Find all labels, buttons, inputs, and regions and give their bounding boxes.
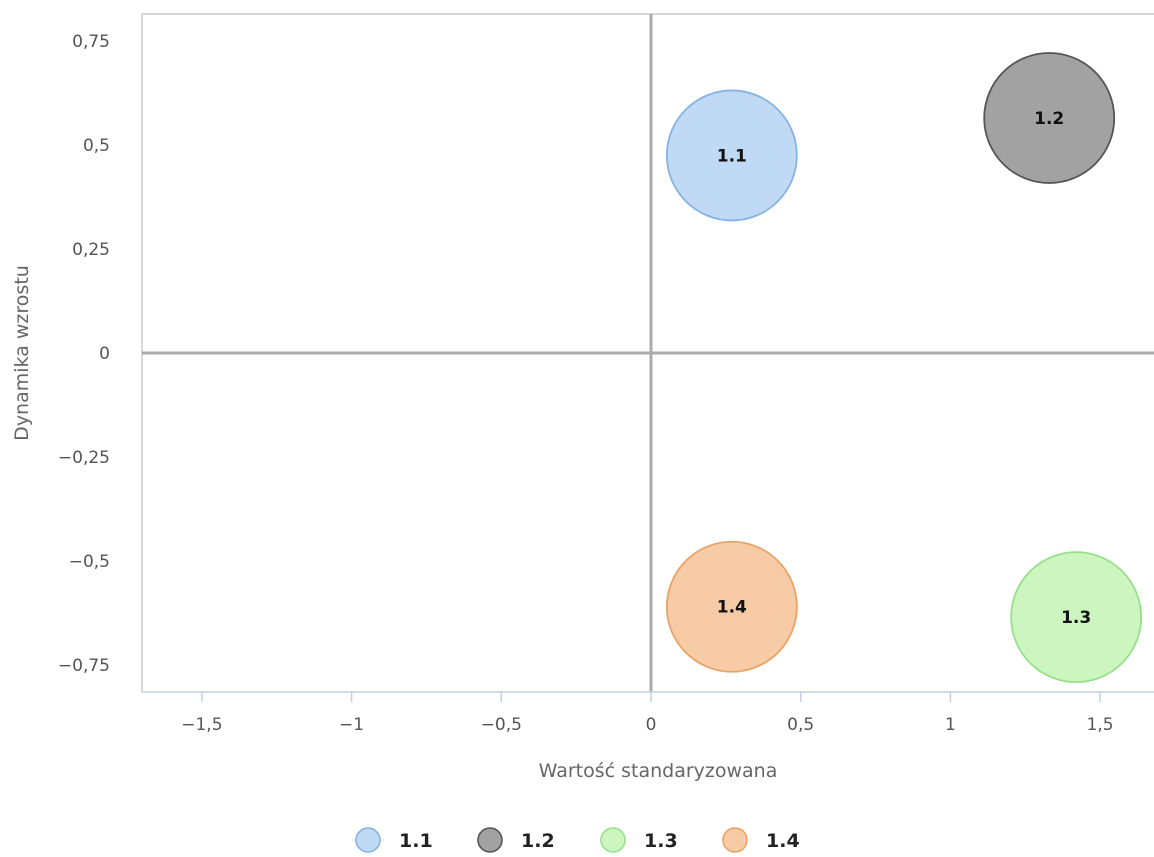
legend-marker (722, 827, 748, 853)
legend-label: 1.2 (521, 830, 555, 852)
y-tick-label: −0,5 (69, 552, 110, 572)
x-tick-label: 1,5 (1087, 715, 1114, 735)
bubble-1-3[interactable]: 1.3 (1010, 551, 1143, 684)
bubble-1-2[interactable]: 1.2 (983, 52, 1116, 184)
legend-label: 1.1 (399, 830, 433, 852)
bubble-marker[interactable] (983, 52, 1116, 184)
y-tick-label: 0,75 (72, 32, 110, 52)
legend-item-1-4[interactable]: 1.4 (722, 827, 800, 853)
legend-item-1-3[interactable]: 1.3 (600, 827, 678, 853)
y-axis: 0,75 0,5 0,25 0 −0,25 −0,5 −0,75 (58, 32, 110, 676)
bubble-marker[interactable] (665, 89, 798, 222)
y-tick-label: 0,25 (72, 240, 110, 260)
bubble-1-4[interactable]: 1.4 (665, 540, 798, 673)
x-tick-label: 1 (945, 715, 956, 735)
x-tick-label: 0 (646, 715, 657, 735)
x-axis-title: Wartość standaryzowana (539, 760, 778, 782)
legend-marker (477, 827, 503, 853)
legend[interactable]: 1.1 1.2 1.3 1.4 (355, 827, 800, 853)
legend-label: 1.3 (644, 830, 678, 852)
y-tick-label: 0,5 (83, 136, 110, 156)
legend-item-1-2[interactable]: 1.2 (477, 827, 555, 853)
y-tick-label: −0,25 (58, 448, 110, 468)
x-tick-label: −1,5 (181, 715, 222, 735)
y-tick-label: −0,75 (58, 656, 110, 676)
bubble-series: 1.1 1.2 1.3 1.4 (665, 52, 1143, 684)
bubble-data-label: 1.2 (1034, 109, 1064, 129)
x-tick-label: 0,5 (787, 715, 814, 735)
y-tick-label: 0 (99, 344, 110, 364)
bubble-data-label: 1.3 (1061, 608, 1091, 628)
bubble-data-label: 1.4 (717, 598, 747, 618)
legend-marker (600, 827, 626, 853)
zero-lines (142, 14, 1154, 692)
x-tick-label: −1 (339, 715, 364, 735)
legend-marker (355, 827, 381, 853)
x-tick-label: −0,5 (481, 715, 522, 735)
bubble-marker[interactable] (1010, 551, 1143, 684)
x-axis: −1,5 −1 −0,5 0 0,5 1 1,5 (142, 691, 1154, 735)
legend-label: 1.4 (766, 830, 800, 852)
legend-item-1-1[interactable]: 1.1 (355, 827, 433, 853)
bubble-marker[interactable] (665, 540, 798, 673)
y-axis-title: Dynamika wzrostu (11, 265, 33, 441)
bubble-data-label: 1.1 (717, 146, 747, 166)
bubble-1-1[interactable]: 1.1 (665, 89, 798, 222)
